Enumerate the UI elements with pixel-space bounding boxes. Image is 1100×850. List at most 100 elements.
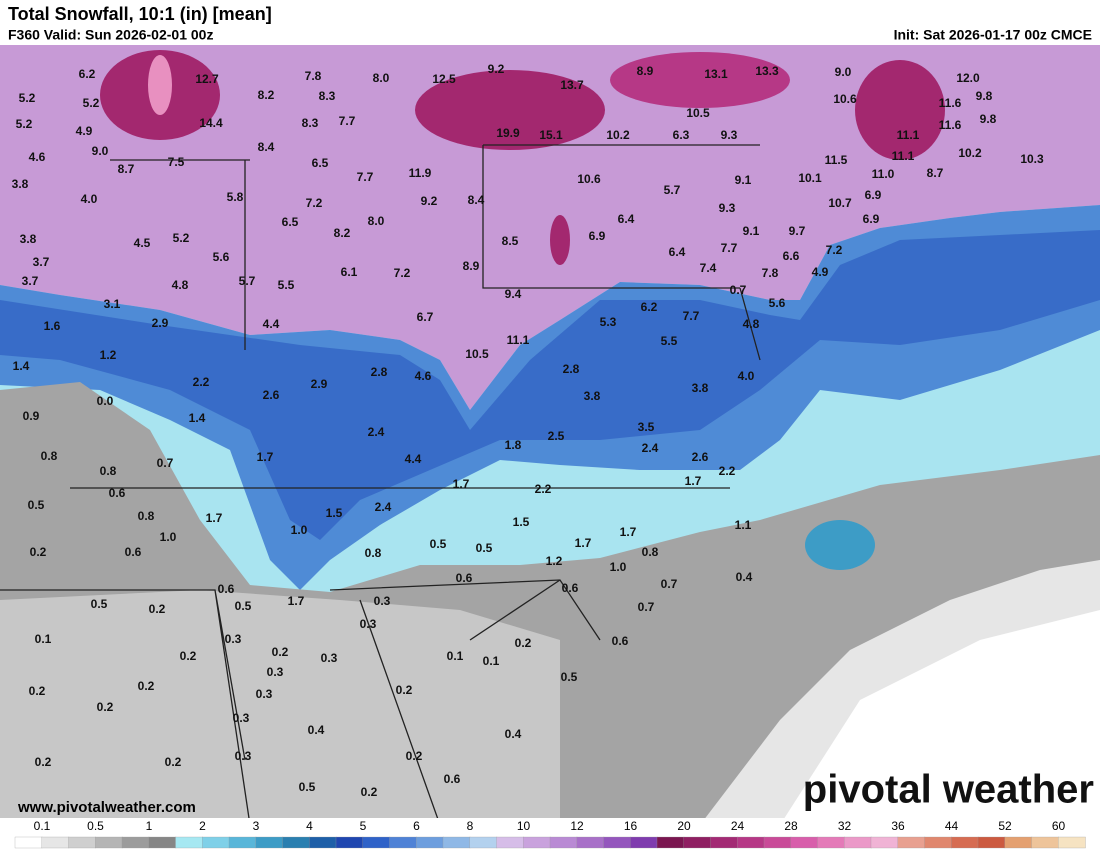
legend-swatch bbox=[870, 836, 899, 849]
point-value: 2.9 bbox=[311, 377, 328, 391]
point-value: 10.1 bbox=[798, 171, 822, 185]
point-value: 9.0 bbox=[92, 144, 109, 158]
legend-swatch bbox=[68, 836, 96, 849]
shade-purple bbox=[0, 45, 1100, 410]
point-value: 11.5 bbox=[825, 153, 848, 167]
point-value: 0.5 bbox=[299, 780, 316, 794]
point-value: 10.7 bbox=[828, 196, 852, 210]
logo: pivotal weather bbox=[803, 768, 1094, 812]
point-value: 3.1 bbox=[104, 297, 121, 311]
legend-tick-label: 16 bbox=[624, 819, 638, 833]
point-value: 5.6 bbox=[213, 250, 230, 264]
point-value: 0.2 bbox=[272, 645, 289, 659]
point-value: 7.2 bbox=[394, 266, 411, 280]
point-value: 1.7 bbox=[575, 536, 592, 550]
point-value: 1.7 bbox=[206, 511, 223, 525]
point-value: 12.7 bbox=[195, 72, 219, 86]
point-value: 0.6 bbox=[444, 772, 461, 786]
legend-tick-label: 36 bbox=[891, 819, 905, 833]
point-value: 0.5 bbox=[476, 541, 493, 555]
point-value: 2.6 bbox=[692, 450, 709, 464]
legend-swatch bbox=[309, 836, 337, 849]
point-value: 11.1 bbox=[897, 128, 920, 142]
point-value: 7.7 bbox=[683, 309, 700, 323]
point-value: 8.4 bbox=[258, 140, 275, 154]
point-value: 0.4 bbox=[308, 723, 325, 737]
shade-magenta bbox=[550, 215, 570, 265]
point-value: 9.7 bbox=[789, 224, 806, 238]
shade-magenta bbox=[610, 52, 790, 108]
point-value: 9.8 bbox=[976, 89, 993, 103]
point-value: 2.9 bbox=[152, 316, 169, 330]
legend-swatch bbox=[683, 836, 712, 849]
point-value: 7.4 bbox=[700, 261, 717, 275]
point-value: 1.7 bbox=[288, 594, 305, 608]
point-value: 5.5 bbox=[661, 334, 678, 348]
point-value: 11.1 bbox=[892, 149, 915, 163]
legend-swatch bbox=[1058, 836, 1086, 849]
point-value: 0.7 bbox=[638, 600, 655, 614]
point-value: 11.9 bbox=[409, 166, 432, 180]
point-value: 0.3 bbox=[374, 594, 391, 608]
legend-swatch bbox=[977, 836, 1006, 849]
legend-tick-label: 10 bbox=[517, 819, 531, 833]
point-value: 1.5 bbox=[326, 506, 343, 520]
point-value: 6.2 bbox=[79, 67, 96, 81]
point-value: 8.9 bbox=[637, 64, 654, 78]
shade-pink bbox=[148, 55, 172, 115]
point-value: 0.8 bbox=[138, 509, 155, 523]
point-value: 0.8 bbox=[41, 449, 58, 463]
legend-tick-label: 5 bbox=[360, 819, 367, 833]
legend-swatch bbox=[335, 836, 364, 849]
point-value: 2.4 bbox=[642, 441, 659, 455]
point-value: 6.4 bbox=[618, 212, 635, 226]
point-value: 0.4 bbox=[505, 727, 522, 741]
point-value: 4.4 bbox=[263, 317, 280, 331]
point-value: 0.8 bbox=[642, 545, 659, 559]
point-value: 5.3 bbox=[600, 315, 617, 329]
point-value: 7.8 bbox=[305, 69, 322, 83]
shade-light-gray bbox=[0, 590, 560, 825]
point-value: 8.5 bbox=[502, 234, 519, 248]
point-value: 6.9 bbox=[589, 229, 606, 243]
point-value: 6.7 bbox=[417, 310, 434, 324]
point-value: 0.5 bbox=[28, 498, 45, 512]
point-value: 4.8 bbox=[172, 278, 189, 292]
point-value: 0.4 bbox=[736, 570, 753, 584]
legend-swatch bbox=[121, 836, 150, 849]
point-value: 1.2 bbox=[100, 348, 117, 362]
shade-dark-blue bbox=[0, 230, 1100, 540]
point-value: 0.7 bbox=[157, 456, 174, 470]
point-value: 7.7 bbox=[357, 170, 374, 184]
point-value: 10.2 bbox=[958, 146, 982, 160]
legend-swatch bbox=[844, 836, 872, 849]
point-value: 0.2 bbox=[138, 679, 155, 693]
point-value: 0.3 bbox=[267, 665, 284, 679]
point-value: 5.2 bbox=[19, 91, 36, 105]
point-value: 0.3 bbox=[360, 617, 377, 631]
point-value: 1.0 bbox=[160, 530, 177, 544]
legend-swatch bbox=[1031, 836, 1059, 849]
point-value: 0.3 bbox=[233, 711, 250, 725]
legend-swatch bbox=[175, 836, 203, 849]
valid-time: F360 Valid: Sun 2026-02-01 00z bbox=[8, 27, 213, 43]
point-value: 11.6 bbox=[939, 96, 962, 110]
point-value: 1.7 bbox=[453, 477, 470, 491]
point-value: 5.6 bbox=[769, 296, 786, 310]
point-value: 0.2 bbox=[29, 684, 46, 698]
point-value: 0.5 bbox=[235, 599, 252, 613]
point-value: 0.5 bbox=[561, 670, 578, 684]
point-value: 6.2 bbox=[641, 300, 658, 314]
point-value: 13.7 bbox=[560, 78, 584, 92]
point-value: 0.2 bbox=[180, 649, 197, 663]
point-value: 0.7 bbox=[730, 283, 747, 297]
point-value: 0.1 bbox=[483, 654, 500, 668]
shade-magenta bbox=[855, 60, 945, 160]
legend-swatch bbox=[362, 836, 391, 849]
point-value: 7.7 bbox=[721, 241, 738, 255]
point-value: 6.4 bbox=[669, 245, 686, 259]
point-value: 2.2 bbox=[719, 464, 736, 478]
header-bar bbox=[0, 0, 1100, 45]
point-value: 13.3 bbox=[755, 64, 779, 78]
